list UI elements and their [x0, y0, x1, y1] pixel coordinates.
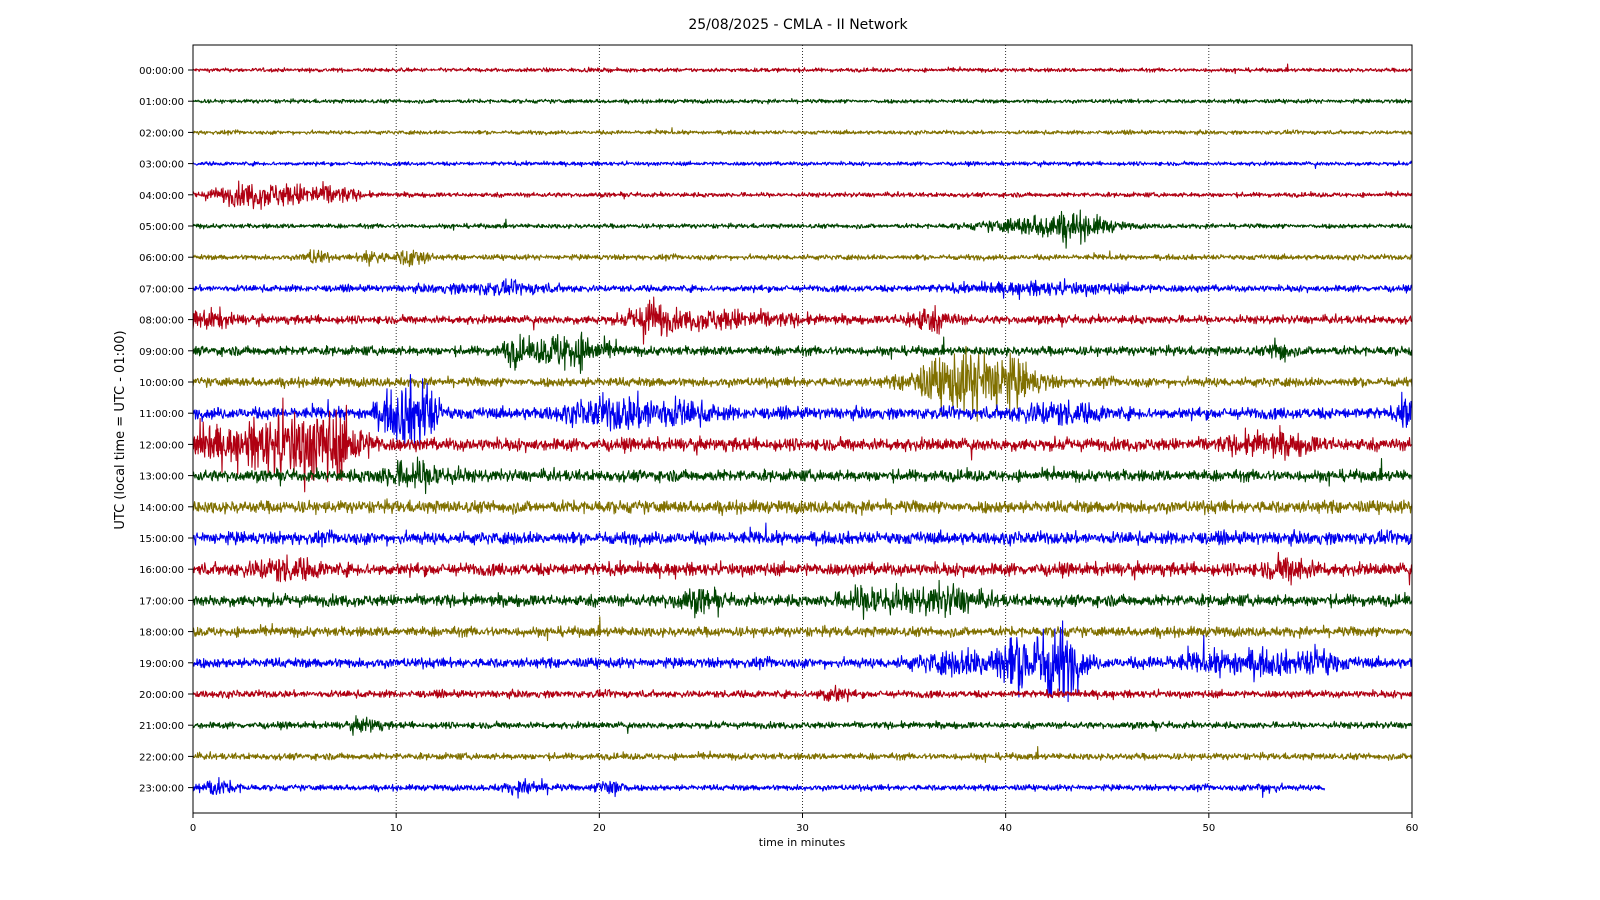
grid-layer: [395, 45, 1210, 813]
trace-16h: [193, 551, 1412, 586]
trace-12h: [193, 397, 1412, 493]
y-axis-label: UTC (local time = UTC - 01:00): [113, 330, 128, 529]
y-tick-label: 22:00:00: [139, 752, 184, 763]
trace-11h: [193, 374, 1412, 447]
trace-00h: [193, 63, 1412, 75]
trace-18h: [193, 616, 1412, 642]
y-tick-label: 04:00:00: [139, 191, 184, 202]
trace-04h: [193, 180, 1412, 210]
y-tick-label: 10:00:00: [139, 378, 184, 389]
y-tick-label: 03:00:00: [139, 160, 184, 171]
trace-06h: [193, 249, 1412, 268]
trace-22h: [193, 746, 1412, 763]
y-tick-label: 15:00:00: [139, 534, 184, 545]
trace-13h: [193, 456, 1412, 495]
x-tick-label: 60: [1406, 823, 1419, 834]
x-tick-label: 30: [796, 823, 809, 834]
trace-23h: [193, 776, 1326, 799]
trace-10h: [193, 346, 1412, 422]
trace-09h: [193, 331, 1412, 374]
y-tick-label: 20:00:00: [139, 690, 184, 701]
x-tick-labels: 0 10 20 30 40 50 60: [190, 813, 1419, 834]
y-tick-label: 00:00:00: [139, 66, 184, 77]
y-tick-label: 19:00:00: [139, 659, 184, 670]
y-tick-label: 12:00:00: [139, 440, 184, 451]
trace-20h: [193, 684, 1412, 703]
y-tick-label: 16:00:00: [139, 565, 184, 576]
trace-19h: [193, 620, 1412, 703]
x-tick-label: 50: [1202, 823, 1215, 834]
y-tick-label: 07:00:00: [139, 284, 184, 295]
trace-21h: [193, 715, 1412, 736]
y-tick-label: 18:00:00: [139, 628, 184, 639]
trace-08h: [193, 296, 1412, 345]
y-tick-label: 17:00:00: [139, 596, 184, 607]
y-tick-label: 02:00:00: [139, 128, 184, 139]
y-tick-label: 11:00:00: [139, 409, 184, 420]
trace-01h: [193, 98, 1412, 105]
y-tick-labels: 00:00:00 01:00:00 02:00:00 03:00:00 04:00:00…: [139, 66, 193, 795]
x-axis-label: time in minutes: [759, 836, 846, 849]
trace-03h: [193, 160, 1412, 170]
y-tick-label: 09:00:00: [139, 347, 184, 358]
trace-05h: [193, 209, 1412, 249]
y-tick-label: 05:00:00: [139, 222, 184, 233]
trace-15h: [193, 522, 1412, 548]
chart-title: 25/08/2025 - CMLA - II Network: [688, 17, 908, 33]
x-tick-label: 20: [593, 823, 606, 834]
trace-17h: [193, 579, 1412, 620]
x-tick-label: 10: [390, 823, 403, 834]
traces-layer: [193, 63, 1412, 799]
y-tick-label: 06:00:00: [139, 253, 184, 264]
y-tick-label: 21:00:00: [139, 721, 184, 732]
y-tick-label: 23:00:00: [139, 784, 184, 795]
trace-02h: [193, 127, 1412, 136]
y-tick-label: 01:00:00: [139, 97, 184, 108]
y-tick-label: 13:00:00: [139, 472, 184, 483]
trace-07h: [193, 278, 1412, 301]
x-tick-label: 40: [999, 823, 1012, 834]
plot-frame: [192, 44, 1413, 814]
trace-14h: [193, 498, 1412, 517]
x-tick-label: 0: [190, 823, 196, 834]
y-tick-label: 08:00:00: [139, 316, 184, 327]
y-tick-label: 14:00:00: [139, 503, 184, 514]
